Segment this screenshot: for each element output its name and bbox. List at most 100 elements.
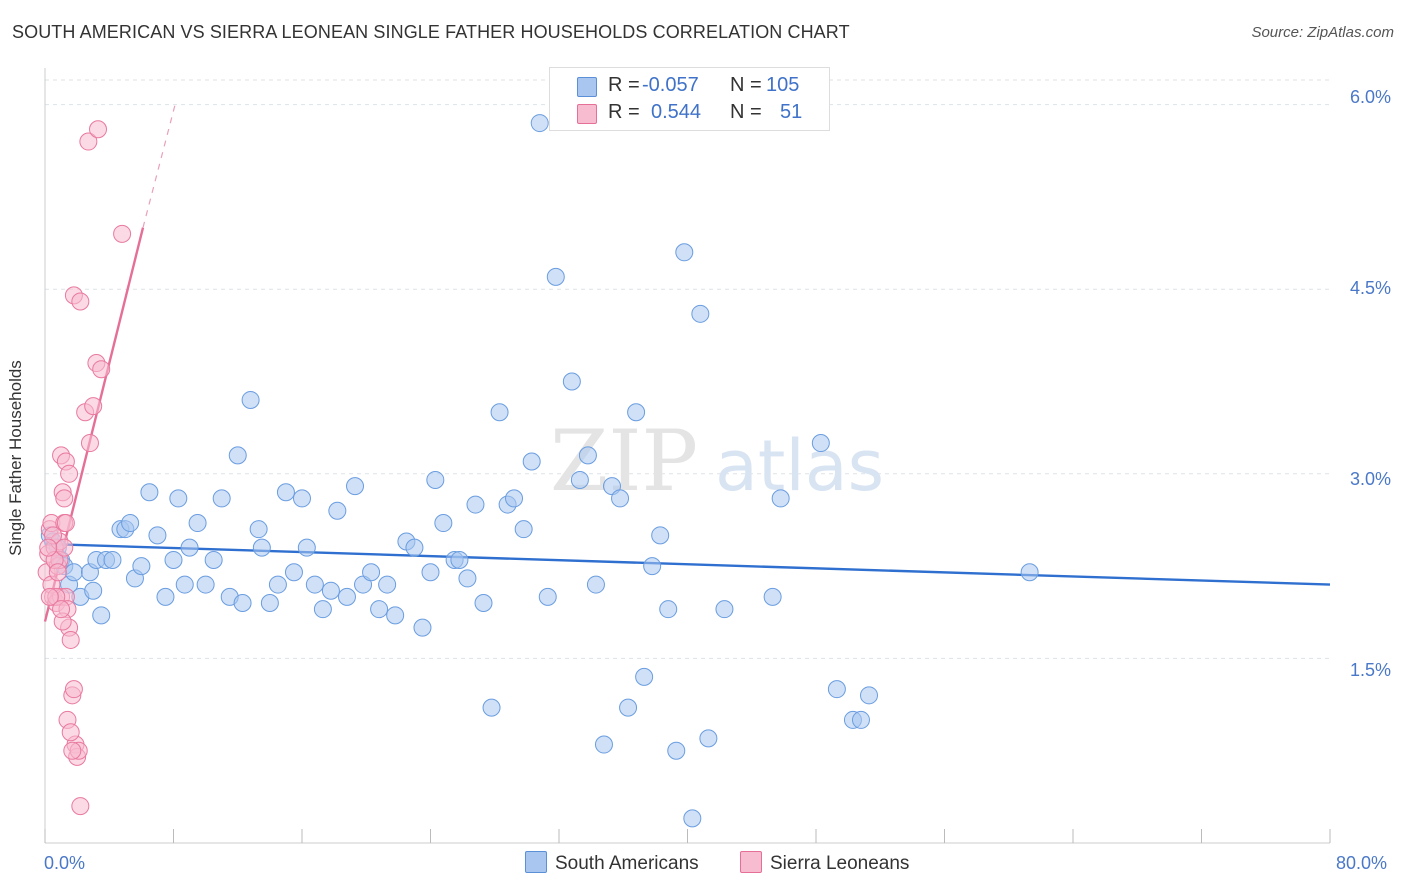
south-american-point (175, 575, 194, 594)
sierra-leonean-point (89, 120, 108, 139)
south-american-point (426, 470, 445, 489)
south-american-point (305, 575, 324, 594)
sierra-leonean-point (52, 600, 71, 619)
south-american-point (346, 477, 365, 496)
south-american-point (715, 600, 734, 619)
south-american-point (619, 698, 638, 717)
south-american-point (276, 483, 295, 502)
south-american-point (328, 501, 347, 520)
sierra-leonean-point (55, 538, 74, 557)
south-american-point (635, 667, 654, 686)
south-american-point (450, 550, 469, 569)
south-american-point (169, 489, 188, 508)
x-tick-label-min: 0.0% (44, 853, 86, 873)
south-american-trend-line (44, 542, 1331, 586)
south-american-point (212, 489, 231, 508)
sierra-leonean-point (92, 360, 111, 379)
south-american-point (378, 575, 397, 594)
south-american-point (474, 594, 493, 613)
y-tick-label: 6.0% (1350, 87, 1392, 107)
south-american-point (586, 575, 605, 594)
south-american-point (148, 526, 167, 545)
legend-swatch-south (577, 77, 597, 97)
south-american-point (337, 587, 356, 606)
x-tick-label-max: 80.0% (1336, 853, 1388, 873)
south-american-point (297, 538, 316, 557)
legend-r-label: R = (608, 101, 640, 123)
correlation-legend: R = -0.057 N = 105 R = 0.544 N = 51 (549, 67, 830, 131)
sierra-leonean-point (60, 464, 79, 483)
bottom-legend-label-sierra: Sierra Leoneans (770, 853, 910, 874)
south-american-point (643, 557, 662, 576)
south-american-point (659, 600, 678, 619)
sierra-leonean-point (39, 538, 58, 557)
south-american-point (268, 575, 287, 594)
south-american-point (204, 550, 223, 569)
watermark-atlas: atlas (715, 425, 884, 507)
south-american-point (514, 520, 533, 539)
south-american-point (370, 600, 389, 619)
south-american-point (530, 114, 549, 133)
south-american-point (252, 538, 271, 557)
south-american-point (538, 587, 557, 606)
south-american-point (321, 581, 340, 600)
south-american-point (675, 243, 694, 262)
bottom-legend-swatch-sierra (740, 851, 762, 873)
south-american-point (490, 403, 509, 422)
south-american-point (827, 680, 846, 699)
y-axis-title: Single Father Households (6, 360, 25, 556)
grid (45, 79, 1330, 659)
south-american-point (132, 557, 151, 576)
south-american-point (458, 569, 477, 588)
south-american-point (691, 304, 710, 323)
sierra-leonean-point (61, 630, 80, 649)
south-american-point (121, 514, 140, 533)
sierra-leonean-point (71, 292, 90, 311)
legend-n-label: N = (730, 74, 762, 96)
south-american-point (180, 538, 199, 557)
south-american-point (466, 495, 485, 514)
south-american-point (683, 809, 702, 828)
south-american-point (84, 581, 103, 600)
south-american-point (811, 434, 830, 453)
sierra-leonean-point (55, 489, 74, 508)
south-american-point (570, 470, 589, 489)
south-american-point (546, 267, 565, 286)
south-american-point (313, 600, 332, 619)
y-tick-label: 4.5% (1350, 278, 1392, 298)
legend-n-value: 105 (766, 74, 800, 96)
sierra-leonean-point (56, 514, 75, 533)
south-american-point (156, 587, 175, 606)
south-american-point (627, 403, 646, 422)
south-american-point (188, 514, 207, 533)
south-american-point (562, 372, 581, 391)
sierra-leonean-point (48, 563, 67, 582)
south-american-point (293, 489, 311, 508)
legend-swatch-sierra (577, 104, 597, 124)
bottom-legend-south: South Americans (525, 851, 699, 875)
legend-r-value: -0.057 (642, 74, 699, 96)
legend-n-label: N = (730, 101, 762, 123)
sierra-leonean-point (80, 434, 99, 453)
south-american-point (611, 489, 630, 508)
south-american-point (241, 390, 260, 409)
sierra-leonean-point (71, 797, 90, 816)
sierra-leonean-point (84, 397, 103, 416)
sierra-leonean-point (79, 132, 98, 151)
south-american-point (260, 594, 279, 613)
sierra-leonean-point (40, 587, 59, 606)
south-american-point (362, 563, 381, 582)
south-american-point (851, 710, 870, 729)
sierra-leonean-point (113, 224, 132, 243)
sierra-leonean-point (61, 723, 80, 742)
sierra-leonean-point (63, 741, 82, 760)
trend-lines (43, 104, 1331, 622)
south-american-point (233, 594, 252, 613)
bottom-legend-sierra: Sierra Leoneans (740, 851, 909, 875)
y-tick-label: 3.0% (1350, 469, 1392, 489)
axes (44, 68, 1331, 844)
legend-r-label: R = (608, 74, 640, 96)
source-label: Source: ZipAtlas.com (1251, 24, 1394, 41)
south-american-point (578, 446, 597, 465)
